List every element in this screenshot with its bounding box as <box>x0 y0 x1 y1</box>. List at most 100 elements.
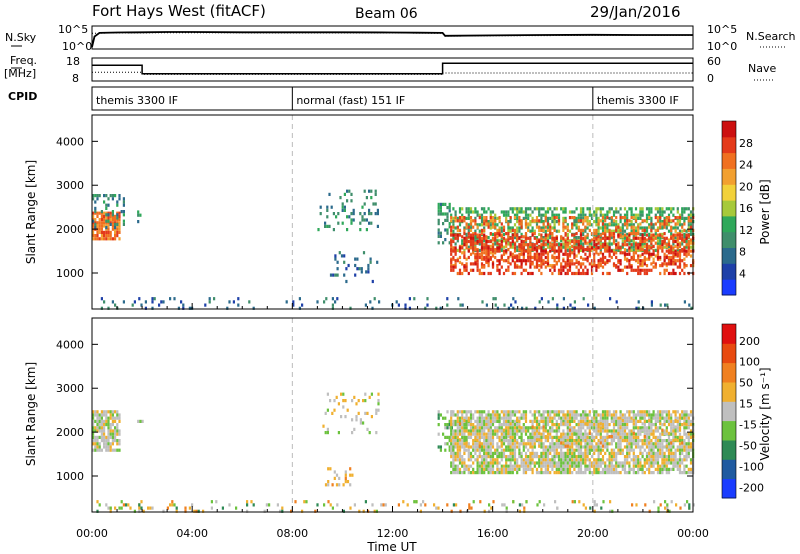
scatter-cell <box>263 509 266 513</box>
scatter-cell <box>474 229 477 233</box>
scatter-cell <box>670 467 673 471</box>
scatter-cell <box>584 506 587 510</box>
scatter-cell <box>105 226 108 230</box>
scatter-cell <box>535 410 539 414</box>
scatter-cell <box>538 225 541 229</box>
noise-left-tick-top: 10^5 <box>58 23 88 36</box>
scatter-cell <box>500 255 503 260</box>
scatter-cell <box>478 432 481 436</box>
scatter-cell <box>568 229 572 233</box>
scatter-cell <box>663 219 666 223</box>
scatter-cell <box>670 461 673 465</box>
scatter-cell <box>500 233 503 237</box>
scatter-cell <box>538 461 541 465</box>
scatter-cell <box>342 483 345 487</box>
scatter-cell <box>116 203 119 207</box>
scatter-cell <box>639 445 642 449</box>
scatter-cell <box>566 223 569 227</box>
scatter-cell <box>575 239 578 244</box>
scatter-cell <box>674 464 677 468</box>
scatter-cell <box>604 213 607 217</box>
scatter-cell <box>579 265 583 269</box>
scatter-cell <box>452 207 455 211</box>
scatter-cell <box>683 432 686 436</box>
scatter-cell <box>116 213 119 217</box>
scatter-cell <box>494 238 497 242</box>
scatter-cell <box>652 410 655 414</box>
scatter-cell <box>674 410 677 414</box>
scatter-cell <box>687 252 690 256</box>
scatter-cell <box>683 249 686 253</box>
scatter-cell <box>582 238 585 242</box>
scatter-cell <box>518 244 521 248</box>
scatter-cell <box>634 268 638 272</box>
scatter-cell <box>326 215 329 219</box>
scatter-cell <box>685 435 688 439</box>
scatter-cell <box>573 271 576 276</box>
scatter-cell <box>663 252 666 256</box>
scatter-cell <box>573 210 576 214</box>
scatter-cell <box>590 455 594 459</box>
freq-panel-frame <box>91 57 694 82</box>
scatter-cell <box>648 232 651 236</box>
scatter-cell <box>562 268 565 272</box>
y-tick-label: 2000 <box>56 223 84 236</box>
scatter-cell <box>557 259 561 263</box>
scatter-cell <box>529 259 532 263</box>
scatter-cell <box>116 448 119 452</box>
scatter-cell <box>92 194 95 198</box>
freq-left-tick-top: 18 <box>66 55 80 68</box>
scatter-cell <box>566 259 569 263</box>
scatter-cell <box>579 233 583 237</box>
scatter-cell <box>670 413 673 417</box>
scatter-cell <box>492 297 495 301</box>
scatter-cell <box>166 506 169 510</box>
scatter-cell <box>452 458 455 462</box>
scatter-cell <box>542 432 545 436</box>
scatter-cell <box>491 467 495 471</box>
scatter-cell <box>601 467 605 471</box>
scatter-cell <box>676 410 679 414</box>
scatter-cell <box>522 255 525 260</box>
scatter-cell <box>426 297 429 301</box>
scatter-cell <box>648 435 651 439</box>
scatter-cell <box>333 476 336 480</box>
scatter-cell <box>560 458 563 462</box>
scatter-cell <box>610 233 613 237</box>
scatter-cell <box>533 461 536 465</box>
scatter-cell <box>678 471 682 475</box>
scatter-cell <box>496 235 499 239</box>
scatter-cell <box>437 445 440 449</box>
scatter-cell <box>621 448 624 452</box>
scatter-cell <box>518 255 521 260</box>
scatter-cell <box>375 408 378 412</box>
scatter-cell <box>362 399 365 403</box>
scatter-cell <box>656 435 660 439</box>
scatter-cell <box>480 464 484 468</box>
scatter-cell <box>674 425 677 429</box>
scatter-cell <box>452 448 455 452</box>
scatter-cell <box>461 216 464 220</box>
scatter-cell <box>648 461 651 465</box>
scatter-cell <box>634 419 638 423</box>
scatter-cell <box>467 442 470 446</box>
scatter-cell <box>483 461 486 465</box>
scatter-cell <box>641 428 644 432</box>
scatter-cell <box>549 413 552 417</box>
scatter-cell <box>595 458 598 462</box>
scatter-cell <box>513 467 517 471</box>
scatter-cell <box>520 210 523 214</box>
scatter-cell <box>491 249 495 253</box>
scatter-cell <box>678 413 682 417</box>
scatter-cell <box>663 222 666 226</box>
scatter-cell <box>597 246 600 250</box>
scatter-cell <box>610 458 613 462</box>
scatter-cell <box>469 243 473 247</box>
scatter-cell <box>685 245 688 249</box>
scatter-cell <box>461 423 464 427</box>
scatter-cell <box>446 297 449 301</box>
scatter-cell <box>623 207 627 211</box>
scatter-cell <box>554 500 557 504</box>
scatter-cell <box>489 458 492 462</box>
